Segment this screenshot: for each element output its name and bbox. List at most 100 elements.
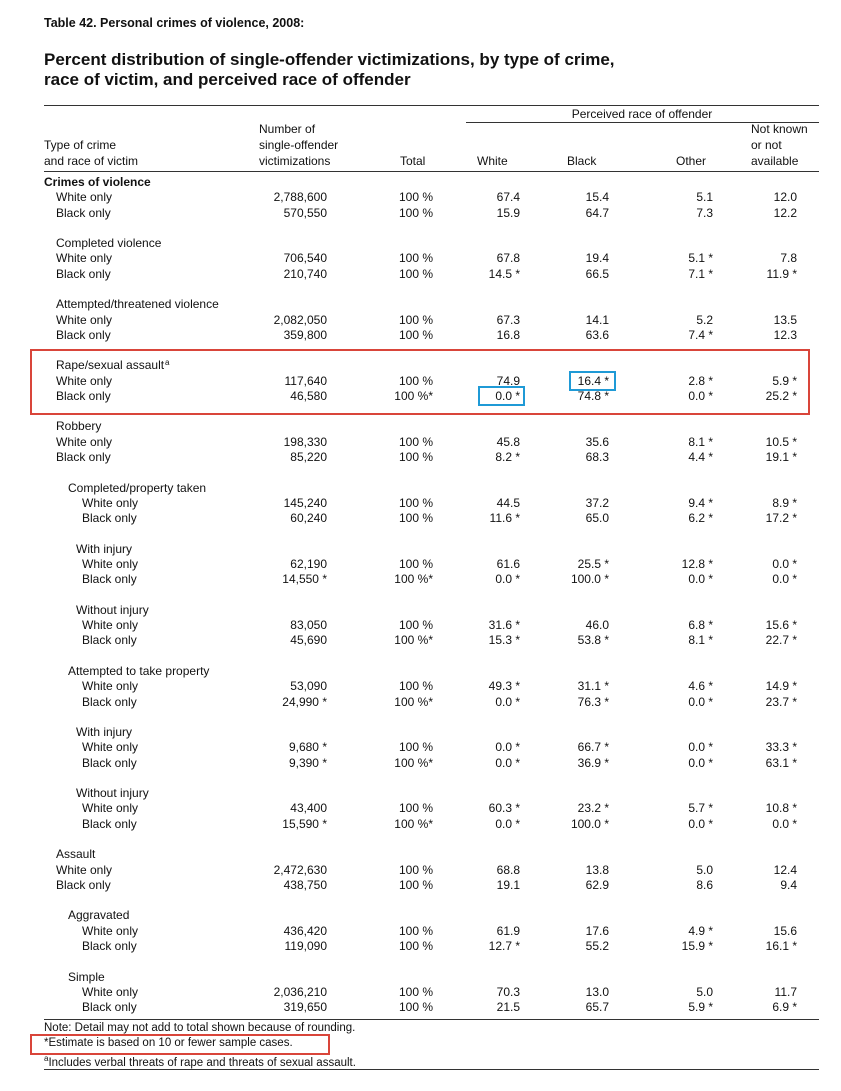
- header-not-known: Not known or not available: [751, 122, 808, 168]
- table-row: White only 198,330 100 % 45.8 35.6 8.1 * 10.5 …: [0, 435, 841, 450]
- cell-other: 9.4 *: [688, 495, 713, 510]
- title-line-1: Percent distribution of single-offender …: [44, 50, 615, 69]
- table-row: White only 62,190 100 % 61.6 25.5 * 12.8 * 0.0…: [0, 557, 841, 572]
- cell-victimizations: 117,640: [284, 373, 328, 388]
- table-row: Black only 210,740 100 % 14.5 * 66.5 7.1 * 11.…: [0, 267, 841, 282]
- cell-victimizations: 45,690: [290, 633, 327, 648]
- row-label: Aggravated: [68, 908, 130, 923]
- table-row: Black only 15,590 * 100 %* 0.0 * 100.0 * 0.0 …: [0, 817, 841, 832]
- cell-black: 17.6: [585, 923, 609, 938]
- cell-victimizations: 14,550 *: [282, 572, 327, 587]
- cell-victimizations: 60,240: [290, 511, 327, 526]
- row-label: Black only: [82, 572, 137, 587]
- cell-black: 100.0 *: [570, 572, 609, 587]
- cell-white: 21.5: [496, 1000, 520, 1015]
- cell-not-known: 15.6 *: [765, 618, 797, 633]
- cell-not-known: 11.7: [774, 984, 797, 999]
- cell-not-known: 25.2 *: [765, 388, 797, 403]
- cell-not-known: 14.9 *: [765, 679, 797, 694]
- table-row: White only 43,400 100 % 60.3 * 23.2 * 5.7 * 10…: [0, 801, 841, 816]
- table-row: Without injury: [0, 786, 841, 801]
- cell-not-known: 6.9 *: [772, 1000, 797, 1015]
- table-row: Black only 24,990 * 100 %* 0.0 * 76.3 * 0.0 *…: [0, 695, 841, 710]
- table-row: Black only 319,650 100 % 21.5 65.7 5.9 * 6.9 *: [0, 1000, 841, 1015]
- cell-black: 19.4: [585, 251, 609, 266]
- cell-other: 0.0 *: [688, 816, 713, 831]
- row-label: White only: [82, 984, 139, 999]
- cell-other: 8.6: [696, 877, 713, 892]
- cell-victimizations: 198,330: [283, 434, 327, 449]
- cell-not-known: 23.7 *: [765, 694, 797, 709]
- cell-other: 12.8 *: [681, 557, 713, 571]
- cell-victimizations: 62,190: [290, 557, 327, 571]
- row-label: Black only: [56, 450, 111, 465]
- cell-black: 23.2 *: [577, 801, 609, 816]
- cell-other: 7.3: [696, 205, 713, 220]
- cell-not-known: 11.9 *: [766, 266, 797, 281]
- cell-black: 14.1: [585, 312, 609, 327]
- cell-victimizations: 24,990 *: [282, 694, 327, 709]
- table-row: White only 2,788,600 100 % 67.4 15.4 5.1 12.0: [0, 190, 841, 205]
- cell-white: 14.5 *: [488, 266, 520, 281]
- cell-other: 5.2: [696, 312, 713, 327]
- cell-white: 15.9: [496, 205, 520, 220]
- row-label: Crimes of violence: [44, 175, 151, 189]
- row-label: White only: [56, 190, 113, 205]
- table-row: White only 9,680 * 100 % 0.0 * 66.7 * 0.0 * 33…: [0, 740, 841, 755]
- cell-not-known: 12.3: [773, 327, 797, 342]
- cell-total: 100 %: [398, 679, 433, 694]
- table-row: Black only 119,090 100 % 12.7 * 55.2 15.9 * 16…: [0, 939, 841, 954]
- cell-other: 6.2 *: [688, 511, 713, 526]
- row-label: Rape/sexual assault: [56, 358, 165, 373]
- cell-total: 100 %: [398, 312, 433, 327]
- cell-total: 100 %*: [394, 572, 433, 587]
- cell-other: 5.7 *: [688, 801, 713, 816]
- cell-other: 8.1 *: [688, 434, 713, 449]
- cell-not-known: 9.4: [780, 877, 797, 892]
- cell-total: 100 %: [398, 205, 433, 220]
- cell-not-known: 10.5 *: [765, 434, 797, 449]
- table-label: Table 42. Personal crimes of violence, 2…: [44, 16, 305, 30]
- cell-total: 100 %: [398, 801, 433, 816]
- cell-black: 13.8: [585, 862, 609, 877]
- page-title: Percent distribution of single-offender …: [44, 50, 744, 90]
- cell-white: 0.0 *: [495, 388, 520, 403]
- cell-total: 100 %: [398, 1000, 433, 1015]
- cell-white: 44.5: [496, 495, 520, 510]
- cell-white: 12.7 *: [488, 939, 520, 953]
- cell-victimizations: 119,090: [284, 939, 328, 953]
- cell-black: 76.3 *: [577, 694, 609, 709]
- cell-victimizations: 2,036,210: [273, 984, 327, 999]
- table-row: White only 436,420 100 % 61.9 17.6 4.9 * 15.6: [0, 924, 841, 939]
- row-label: Black only: [82, 633, 137, 648]
- cell-white: 67.8: [496, 251, 520, 266]
- cell-not-known: 0.0 *: [772, 816, 797, 831]
- cell-white: 31.6 *: [488, 618, 520, 633]
- cell-white: 49.3 *: [488, 679, 520, 694]
- cell-victimizations: 438,750: [283, 877, 327, 892]
- cell-not-known: 0.0 *: [772, 572, 797, 587]
- cell-black: 36.9 *: [577, 755, 609, 770]
- header-total: Total: [400, 154, 426, 168]
- table-row: White only 53,090 100 % 49.3 * 31.1 * 4.6 * 14…: [0, 679, 841, 694]
- cell-victimizations: 2,788,600: [273, 190, 327, 205]
- table-row: With injury: [0, 725, 841, 740]
- cell-black: 74.8 *: [577, 388, 609, 403]
- cell-victimizations: 145,240: [283, 495, 327, 510]
- cell-total: 100 %: [398, 373, 433, 388]
- table-row: Black only 438,750 100 % 19.1 62.9 8.6 9.4: [0, 878, 841, 893]
- cell-not-known: 10.8 *: [765, 801, 797, 816]
- group-header: Perceived race of offender: [571, 107, 713, 121]
- header-number: Number of single-offender victimizations: [259, 122, 339, 168]
- table-row: Black only 45,690 100 %* 15.3 * 53.8 * 8.1 * 2…: [0, 633, 841, 648]
- cell-white: 19.1: [496, 877, 520, 892]
- header-type: Type of crime and race of victim: [44, 138, 139, 168]
- cell-not-known: 63.1 *: [765, 755, 797, 770]
- cell-victimizations: 210,740: [283, 266, 327, 281]
- cell-other: 0.0 *: [688, 755, 713, 770]
- cell-victimizations: 2,472,630: [273, 862, 327, 877]
- cell-white: 45.8: [496, 434, 520, 449]
- cell-black: 25.5 *: [577, 557, 609, 571]
- row-label: White only: [82, 923, 139, 938]
- cell-other: 4.4 *: [688, 450, 713, 465]
